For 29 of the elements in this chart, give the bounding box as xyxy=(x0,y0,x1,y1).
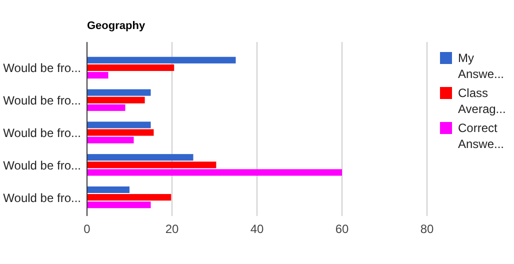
bar xyxy=(87,202,151,208)
legend-label: Class Averag... xyxy=(458,86,506,116)
bar xyxy=(87,162,216,168)
bar xyxy=(87,72,108,79)
x-tick-label: 0 xyxy=(84,222,91,236)
bar xyxy=(87,186,130,194)
y-tick-label: Would be fro... xyxy=(3,61,81,76)
legend-label: My Answe... xyxy=(458,51,504,81)
x-tick-label: 60 xyxy=(335,222,349,236)
legend-label: Correct Answe... xyxy=(458,121,504,151)
bar xyxy=(87,64,174,71)
x-tick-label: 40 xyxy=(250,222,264,236)
y-tick-label: Would be fro... xyxy=(3,94,81,108)
bar xyxy=(87,122,151,128)
chart-title: Geography xyxy=(87,20,146,32)
x-tick-label: 20 xyxy=(165,222,179,236)
bar xyxy=(87,56,236,64)
y-tick-label: Would be fro... xyxy=(3,126,81,140)
bar xyxy=(87,194,172,201)
bar xyxy=(87,104,126,111)
y-tick-label: Would be fro... xyxy=(3,190,81,205)
bar xyxy=(87,129,154,136)
x-tick-label: 80 xyxy=(420,222,434,236)
bar xyxy=(87,96,145,104)
bar xyxy=(87,169,342,176)
bar xyxy=(87,154,194,161)
bar xyxy=(87,136,134,144)
bar xyxy=(87,89,151,96)
y-tick-label: Would be fro... xyxy=(3,158,81,172)
